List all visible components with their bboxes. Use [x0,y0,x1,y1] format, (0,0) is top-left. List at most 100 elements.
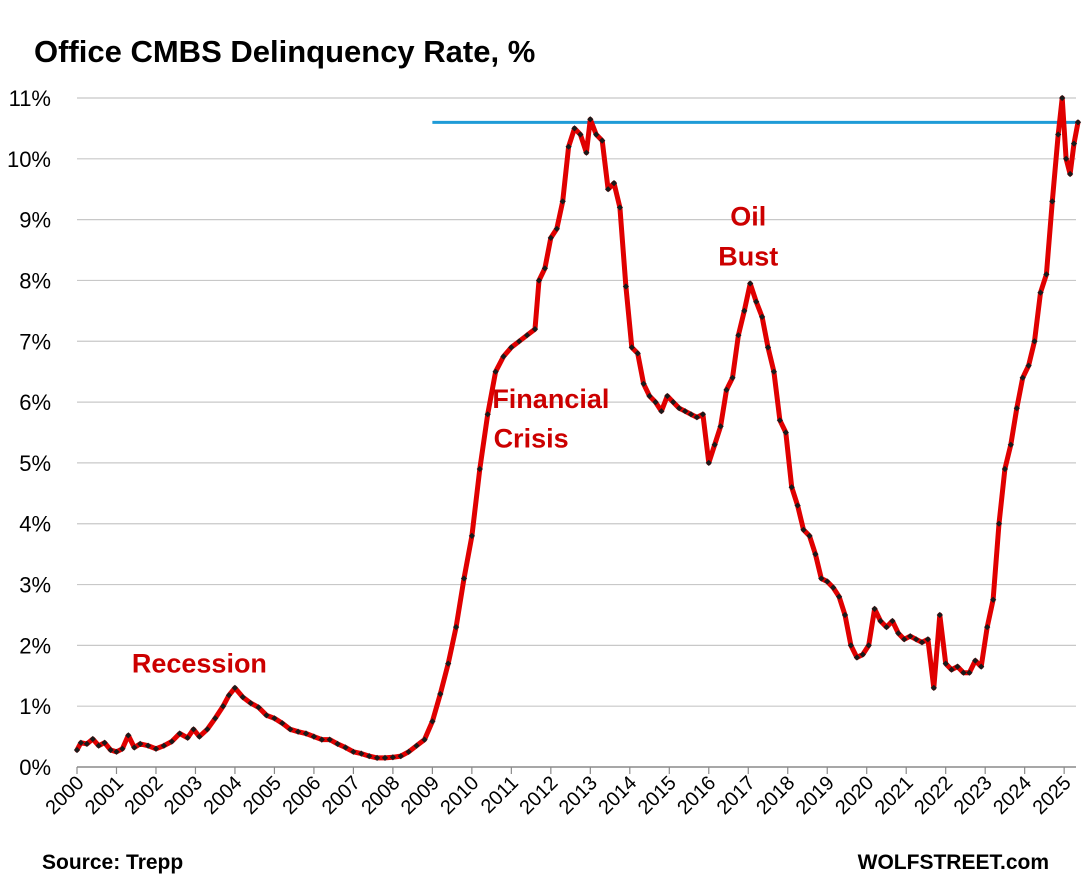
annotations: Recession Financial Crisis Oil Bust [132,202,778,679]
y-tick-label: 2% [19,633,51,658]
data-point [699,411,707,418]
data-point [687,411,695,418]
x-tick-label: 2022 [910,772,957,819]
data-point [381,754,389,762]
data-point [1025,362,1032,369]
data-point [800,526,807,533]
x-tick-label: 2007 [318,772,365,819]
data-point [907,633,914,640]
x-tick-label: 2010 [436,772,483,819]
data-point [990,596,997,603]
data-point [219,703,227,710]
data-point [460,575,468,582]
data-point [1019,374,1026,381]
annotation-label: Bust [718,241,778,271]
y-tick-label: 0% [19,755,51,780]
data-point [830,584,837,591]
data-point [960,669,967,676]
x-tick-label: 2003 [160,772,207,819]
data-point [1070,140,1078,147]
data-point [717,423,724,430]
x-tick-label: 2002 [120,772,167,819]
data-point [247,699,254,707]
data-point [1043,271,1050,278]
data-point [901,636,908,643]
data-point [729,374,736,381]
data-point [936,611,943,619]
x-tick-label: 2008 [357,772,404,819]
y-tick-label: 9% [19,208,51,233]
data-point [255,704,262,711]
x-tick-label: 2015 [634,772,681,819]
x-tick-label: 2016 [673,772,720,819]
data-point [263,712,270,719]
data-point [764,344,772,351]
data-point [889,617,896,625]
data-point [841,611,849,619]
data-point [492,368,499,375]
x-tick-label: 2017 [713,772,760,819]
data-point [628,344,635,351]
data-point [1055,131,1062,138]
data-point [405,748,412,755]
data-point [634,350,641,357]
x-tick-label: 2005 [239,772,286,819]
data-point [995,520,1003,527]
y-tick-label: 5% [19,451,51,476]
data-point [640,380,647,387]
data-point [877,617,884,625]
data-point [342,744,349,751]
x-tick-label: 2009 [397,772,444,819]
data-point [516,338,523,345]
data-point [883,623,890,631]
data-point [1066,170,1074,178]
x-tick-label: 2019 [792,772,839,819]
data-point [144,742,152,749]
gridlines [77,97,1076,707]
data-point [484,411,491,418]
x-tick-label: 2004 [199,772,246,819]
data-point [1049,198,1056,205]
data-point [835,593,843,600]
y-tick-label: 11% [9,86,51,111]
y-tick-label: 7% [19,329,51,354]
data-point [895,630,902,637]
x-tick-label: 2020 [831,772,878,819]
x-tick-label: 2012 [515,772,562,819]
x-tick-label: 2013 [555,772,602,819]
annotation-label: Crisis [494,424,569,454]
data-point [500,353,507,360]
data-point [693,414,701,421]
data-point [806,532,813,540]
x-tick-label: 2024 [989,772,1036,819]
data-point [287,726,294,733]
data-point [1074,119,1082,126]
x-tick-label: 2011 [477,772,523,818]
data-point [1059,94,1066,102]
x-tick-label: 2001 [81,772,128,819]
y-tick-label: 10% [7,147,51,172]
data-point [1062,155,1070,162]
chart-title: Office CMBS Delinquency Rate, % [34,34,535,69]
data-point [918,639,926,646]
data-point [954,663,961,670]
data-point [184,734,191,741]
annotation-label: Oil [730,202,766,232]
data-point [966,669,973,676]
data-point [824,578,831,585]
data-point [812,550,819,558]
source-note: Source: Trepp [42,851,183,874]
data-point [196,733,203,740]
data-point [723,386,730,394]
data-point [818,575,825,582]
x-axis-tick-labels: 2000200120022003200420052006200720082009… [42,772,1076,819]
y-tick-label: 1% [19,694,51,719]
data-point [476,465,483,473]
data-point [942,660,949,667]
brand-label: WOLFSTREET.com [858,851,1049,874]
data-point [972,657,979,664]
data-point [924,636,932,643]
data-point [302,730,310,737]
data-point [984,623,991,631]
